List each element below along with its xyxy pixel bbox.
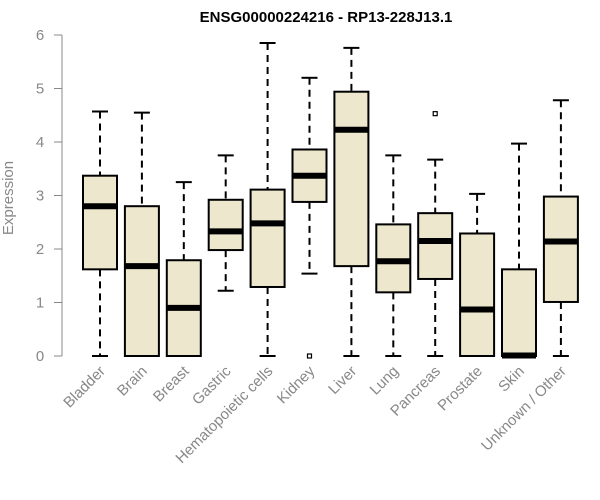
box-iqr	[459, 232, 496, 357]
x-tick-label: Breast	[150, 362, 193, 405]
box-brain	[123, 111, 160, 357]
box-series	[82, 42, 579, 359]
box-iqr	[501, 268, 537, 357]
y-tick-label: 2	[36, 241, 44, 258]
outlier-point	[306, 353, 313, 359]
outlier-point	[432, 111, 438, 117]
y-axis-label: Expression	[0, 161, 17, 235]
box-lung	[375, 154, 412, 357]
y-tick-label: 0	[36, 348, 44, 365]
box-iqr	[417, 212, 454, 280]
y-tick-label: 1	[36, 295, 44, 312]
box-iqr	[542, 195, 579, 303]
box-liver	[333, 46, 370, 357]
box-gastric	[207, 154, 244, 292]
x-tick-label: Liver	[325, 363, 360, 398]
box-bladder	[82, 110, 118, 357]
chart-title: ENSG00000224216 - RP13-228J13.1	[200, 9, 453, 26]
box-hematopoietic-cells	[249, 42, 286, 357]
x-tick-label: Lung	[367, 363, 403, 399]
box-iqr	[123, 205, 160, 357]
box-breast	[165, 181, 202, 357]
box-iqr	[249, 188, 286, 288]
box-kidney	[291, 76, 328, 359]
y-tick-label: 3	[36, 188, 44, 205]
box-iqr	[207, 198, 244, 252]
box-skin	[501, 142, 537, 359]
x-tick-label: Brain	[114, 363, 151, 400]
x-tick-label: Prostate	[434, 363, 486, 415]
box-iqr	[333, 90, 370, 268]
box-pancreas	[417, 111, 454, 357]
y-tick-label: 5	[36, 81, 44, 98]
y-tick-label: 6	[36, 27, 44, 44]
x-tick-label: Skin	[495, 363, 528, 396]
box-prostate	[459, 192, 496, 357]
y-tick-label: 4	[36, 134, 44, 151]
x-tick-label: Kidney	[274, 362, 319, 407]
box-unknown-other	[542, 99, 579, 357]
box-iqr	[82, 174, 118, 271]
y-axis-ticks: 0 1 2 3 4 5 6	[36, 27, 62, 365]
x-tick-label: Bladder	[60, 363, 109, 412]
